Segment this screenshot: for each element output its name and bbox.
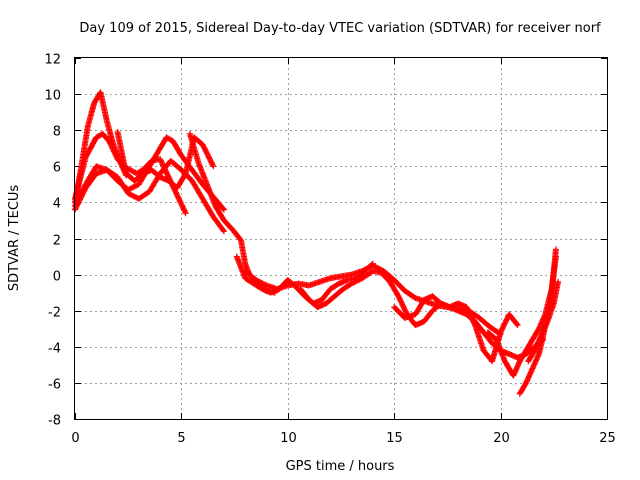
y-tick-label: -4 [48,342,61,357]
data-point [131,193,138,200]
x-tick-label: 15 [386,431,403,446]
data-point [371,263,378,270]
data-point [361,266,368,273]
data-point [133,182,140,189]
y-axis-ticks: -8 -6 -4 -2 0 2 4 6 8 10 12 [44,53,607,429]
y-tick-label: -6 [48,378,61,393]
x-axis-label: GPS time / hours [286,459,395,474]
series-track-5 [114,129,217,191]
x-tick-label: 5 [177,431,185,446]
data-point [353,277,360,284]
data-point [127,191,134,198]
data-point [514,322,521,329]
x-tick-label: 25 [599,431,616,446]
data-point [125,190,132,197]
data-point [252,277,259,284]
x-tick-label: 0 [71,431,79,446]
data-point [259,280,266,287]
series-track-10 [391,293,521,365]
y-tick-label: -8 [48,414,61,429]
y-tick-label: 12 [44,53,61,68]
data-point [209,162,216,169]
y-tick-label: 2 [53,234,61,249]
data-point [513,321,520,328]
data-point [363,265,370,272]
data-point [348,280,355,287]
data-point [129,192,136,199]
data-point [260,281,267,288]
data-point [182,208,189,215]
data-point [181,171,188,178]
y-tick-label: 8 [53,125,61,140]
data-point [130,193,137,200]
y-tick-label: 10 [44,89,61,104]
data-point [349,279,356,286]
data-point [130,184,137,191]
data-point [220,206,227,213]
data-point [220,228,227,235]
data-point [220,227,227,234]
data-point [355,277,362,284]
data-point [369,262,376,269]
data-point [552,246,559,253]
data-point [364,265,371,272]
data-point [352,278,359,285]
data-point [555,278,562,285]
x-tick-label: 20 [493,431,510,446]
plot-frame [74,57,608,420]
data-point [182,210,189,217]
series-track-12 [516,246,559,397]
y-tick-label: 4 [53,197,61,212]
data-point [255,278,262,285]
data-point [360,267,367,274]
y-tick-label: -2 [48,306,61,321]
data-point [471,320,478,327]
data-point [210,163,217,170]
data-point [359,267,366,274]
data-point [131,183,138,190]
data-point [258,279,265,286]
data-points [72,89,562,397]
data-point [351,279,358,286]
data-point [367,263,374,270]
data-point [256,279,263,286]
data-point [365,264,372,271]
x-tick-label: 10 [280,431,297,446]
series-track-13 [525,278,562,365]
data-point [356,276,363,283]
y-tick-label: 6 [53,161,61,176]
data-point [126,191,133,198]
data-point [254,277,261,284]
data-point [129,184,136,191]
y-axis-label: SDTVAR / TECUs [7,185,22,292]
data-point [127,185,134,192]
y-tick-label: 0 [53,270,61,285]
data-point [220,205,227,212]
data-point [262,281,269,288]
chart-title: Day 109 of 2015, Sidereal Day-to-day VTE… [79,21,601,36]
